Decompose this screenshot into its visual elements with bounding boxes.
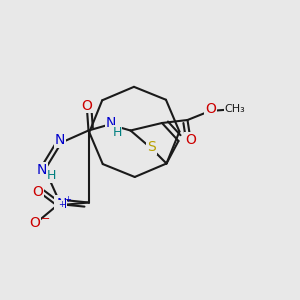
Text: N: N (37, 163, 47, 176)
Text: N: N (55, 133, 65, 147)
Text: +: + (64, 196, 71, 205)
Text: O: O (29, 216, 40, 230)
Text: O: O (82, 99, 92, 112)
Text: N: N (55, 196, 65, 210)
Text: H: H (47, 169, 56, 182)
Text: O: O (185, 133, 196, 146)
Text: N: N (56, 197, 67, 211)
Text: O: O (32, 185, 43, 199)
Text: O: O (205, 102, 216, 116)
Text: H: H (112, 125, 122, 139)
Text: S: S (147, 140, 156, 154)
Text: −: − (40, 214, 50, 224)
Text: CH₃: CH₃ (224, 104, 245, 114)
Text: +: + (58, 200, 65, 209)
Text: N: N (105, 116, 116, 130)
